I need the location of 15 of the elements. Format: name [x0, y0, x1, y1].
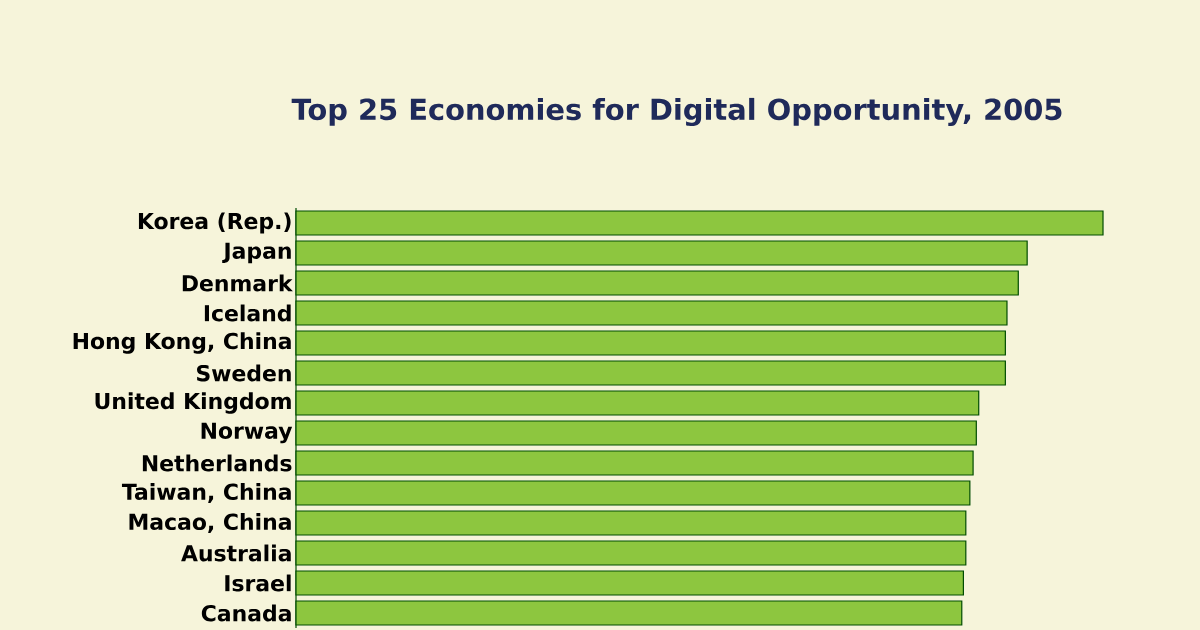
y-tick-label: Israel — [225, 574, 291, 592]
y-tick-label: Denmark — [182, 274, 293, 292]
y-tick-label: Korea (Rep.) — [138, 212, 291, 234]
y-tick-label: Canada — [201, 604, 291, 622]
y-tick-label: Iceland — [204, 304, 291, 322]
y-tick-label: Japan — [222, 242, 291, 264]
y-tick-label: United Kingdom — [95, 392, 291, 414]
chart-title: Top 25 Economies for Digital Opportunity, 2005 — [291, 97, 1062, 127]
y-tick-label: Taiwan, China — [121, 483, 291, 503]
y-tick-label: Sweden — [197, 364, 291, 382]
y-tick-label: Netherlands — [142, 454, 292, 472]
y-tick-label: Norway — [201, 422, 293, 444]
y-tick-label: Macao, China — [129, 513, 291, 533]
y-tick-label: Australia — [181, 544, 291, 562]
y-tick-label: Hong Kong, China — [73, 332, 291, 354]
